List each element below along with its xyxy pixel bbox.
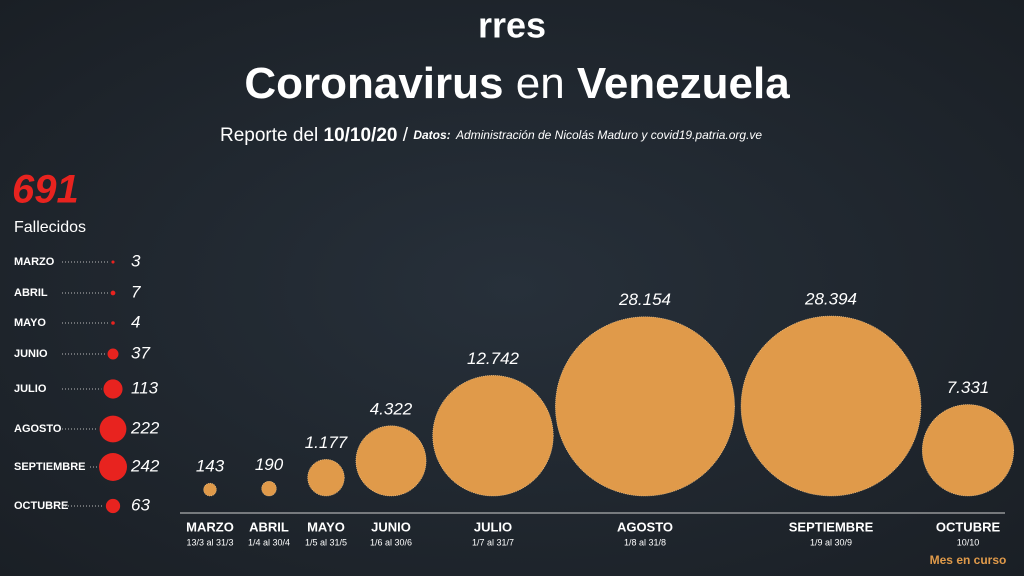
subtitle: Reporte del 10/10/20 / Datos: Administra…	[220, 125, 762, 146]
month-label: JULIO	[14, 383, 47, 395]
source: Administración de Nicolás Maduro y covid…	[455, 128, 762, 142]
value-label: 7.331	[947, 378, 990, 397]
period-label: 1/8 al 31/8	[624, 537, 666, 547]
source-label: Datos:	[413, 128, 450, 142]
value-label: 7	[131, 282, 141, 301]
separator: /	[403, 125, 409, 146]
value-label: 1.177	[305, 433, 348, 452]
death-bubble	[103, 379, 123, 399]
case-bubble	[203, 482, 217, 497]
death-bubble	[99, 415, 127, 443]
death-bubble	[99, 453, 127, 481]
month-label: AGOSTO	[14, 423, 62, 435]
value-label: 4	[131, 312, 140, 331]
month-label: ABRIL	[249, 519, 289, 534]
death-bubble	[111, 260, 115, 264]
title-part: Venezuela	[577, 59, 790, 108]
value-label: 12.742	[467, 349, 520, 368]
period-label: 1/7 al 31/7	[472, 537, 514, 547]
deaths-total: 691	[12, 168, 79, 212]
value-label: 37	[131, 343, 150, 362]
month-label: SEPTIEMBRE	[789, 519, 874, 534]
month-label: MARZO	[14, 256, 55, 268]
month-label: JULIO	[474, 519, 512, 534]
period-label: 10/10	[957, 537, 980, 547]
value-label: 4.322	[370, 399, 413, 418]
value-label: 143	[196, 457, 225, 476]
deaths-label: Fallecidos	[14, 219, 86, 236]
period-label: 13/3 al 31/3	[186, 537, 233, 547]
value-label: 63	[131, 495, 150, 514]
title: Coronavirus en Venezuela	[244, 59, 790, 108]
death-bubble	[107, 348, 119, 360]
month-label: MARZO	[186, 519, 234, 534]
death-bubble	[110, 290, 116, 296]
value-label: 242	[130, 456, 160, 475]
period-label: 1/6 al 30/6	[370, 537, 412, 547]
period-label: 1/4 al 30/4	[248, 537, 290, 547]
case-bubble	[261, 480, 277, 497]
month-label: AGOSTO	[617, 519, 673, 534]
case-bubble	[555, 316, 735, 497]
month-label: MAYO	[14, 317, 46, 329]
case-bubble	[921, 404, 1015, 497]
month-label: ABRIL	[14, 287, 48, 299]
case-bubble	[740, 315, 922, 497]
value-label: 28.394	[804, 289, 857, 308]
logo: rres	[478, 5, 546, 46]
value-label: 3	[131, 251, 141, 270]
period-label: 1/9 al 30/9	[810, 537, 852, 547]
month-label: OCTUBRE	[14, 500, 68, 512]
death-bubble	[111, 321, 115, 325]
month-label: OCTUBRE	[936, 519, 1001, 534]
case-bubble	[307, 459, 345, 497]
value-label: 190	[255, 455, 284, 474]
month-label: SEPTIEMBRE	[14, 461, 86, 473]
case-bubble	[432, 375, 554, 497]
report-label: Reporte del	[220, 125, 318, 146]
report-date: 10/10/20	[324, 125, 398, 146]
period-label: 1/5 al 31/5	[305, 537, 347, 547]
value-label: 113	[131, 378, 159, 397]
death-bubble	[105, 498, 121, 514]
month-label: JUNIO	[14, 348, 48, 360]
title-part: en	[516, 59, 565, 108]
value-label: 28.154	[618, 290, 671, 309]
month-label: JUNIO	[371, 519, 411, 534]
case-bubble	[355, 425, 427, 497]
value-label: 222	[130, 418, 160, 437]
note: Mes en curso	[930, 553, 1007, 567]
month-label: MAYO	[307, 519, 345, 534]
title-part: Coronavirus	[244, 59, 503, 108]
